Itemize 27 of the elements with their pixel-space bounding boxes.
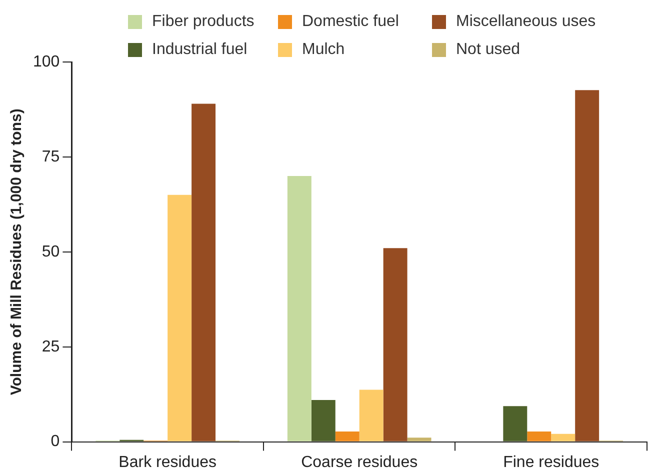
- legend-label: Miscellaneous uses: [456, 13, 596, 31]
- y-tick-label: 0: [50, 433, 60, 450]
- bar: [192, 104, 216, 442]
- legend-label: Fiber products: [152, 13, 254, 31]
- bar: [287, 176, 312, 442]
- y-tick-label: 100: [32, 53, 60, 70]
- bar: [503, 406, 528, 442]
- legend-label: Industrial fuel: [152, 41, 248, 59]
- legend-label: Not used: [456, 41, 520, 59]
- bar: [575, 90, 600, 442]
- legend-label: Domestic fuel: [302, 13, 399, 31]
- y-tick-label: 50: [42, 243, 60, 260]
- bar: [168, 194, 192, 442]
- bar: [311, 400, 336, 442]
- x-tick-label: Bark residues: [118, 454, 216, 471]
- bar: [407, 438, 432, 442]
- y-tick-label: 75: [42, 148, 60, 166]
- bar: [383, 248, 408, 442]
- bar: [551, 434, 576, 442]
- y-tick-label: 25: [42, 338, 60, 356]
- y-axis-title: Volume of Mill Residues (1,000 dry tons): [8, 108, 26, 396]
- bar: [359, 390, 384, 442]
- x-tick-label: Fine residues: [503, 454, 600, 471]
- x-tick-label: Coarse residues: [301, 454, 418, 471]
- bar: [527, 432, 552, 442]
- bar: [335, 432, 360, 442]
- legend-label: Mulch: [302, 41, 345, 59]
